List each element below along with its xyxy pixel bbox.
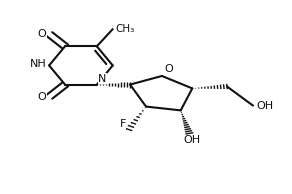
Text: OH: OH: [256, 101, 273, 111]
Text: NH: NH: [29, 60, 46, 69]
Text: F: F: [119, 119, 126, 129]
Text: O: O: [165, 64, 173, 74]
Text: N: N: [98, 74, 107, 84]
Text: O: O: [37, 29, 46, 39]
Text: O: O: [37, 92, 46, 102]
Text: OH: OH: [184, 135, 201, 145]
Text: CH₃: CH₃: [116, 24, 135, 34]
